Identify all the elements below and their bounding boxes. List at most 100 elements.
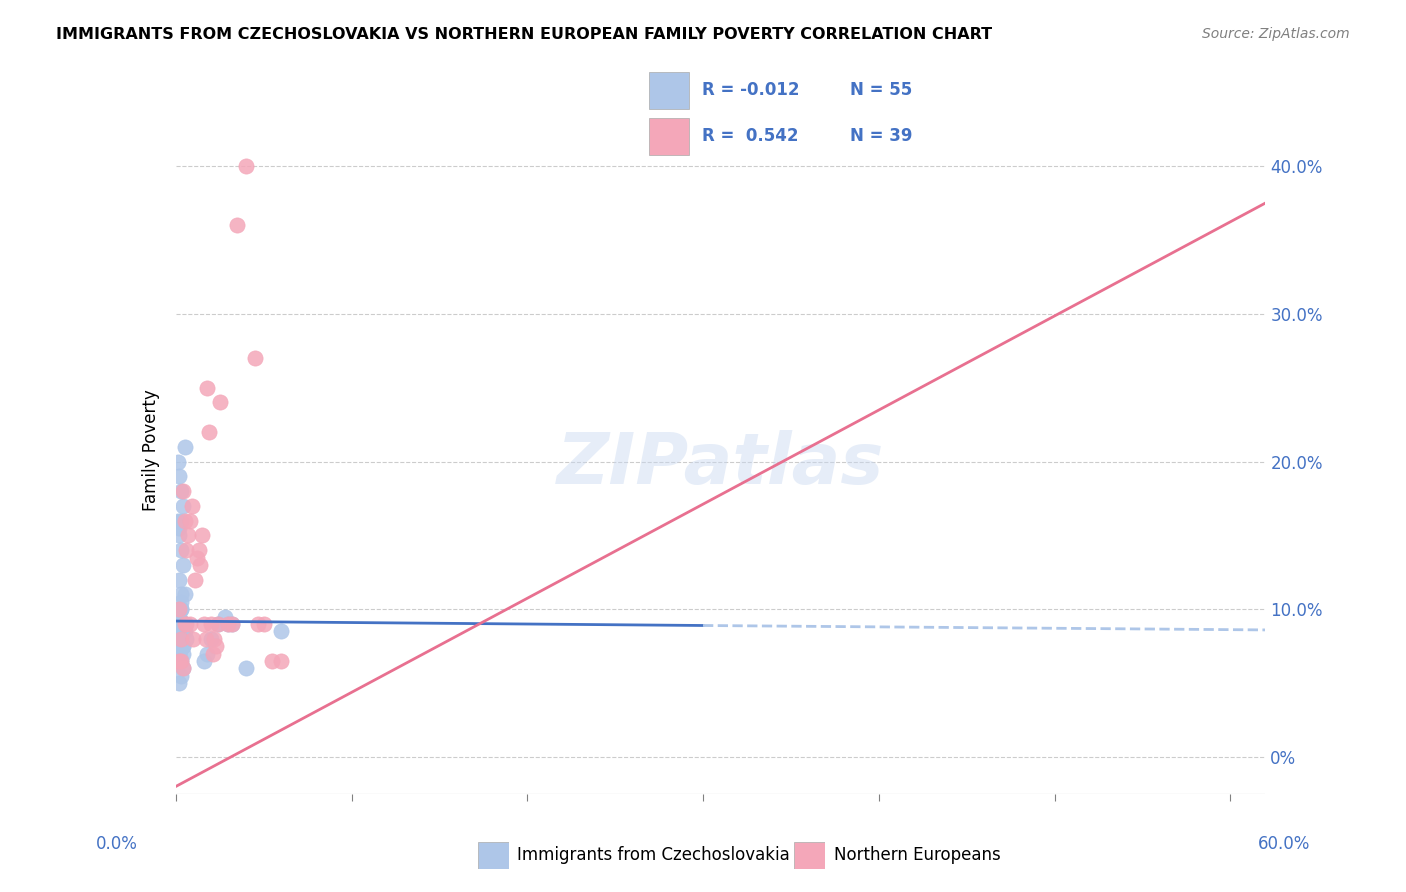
Point: [226, 218, 249, 232]
Text: R = -0.012: R = -0.012: [702, 81, 799, 99]
Point: [183, 632, 205, 646]
Point: [177, 528, 200, 542]
Point: [174, 632, 197, 646]
Point: [170, 514, 193, 528]
Point: [170, 624, 193, 639]
Point: [170, 632, 193, 646]
Point: [173, 514, 195, 528]
Point: [235, 159, 257, 173]
Text: IMMIGRANTS FROM CZECHOSLOVAKIA VS NORTHERN EUROPEAN FAMILY POVERTY CORRELATION C: IMMIGRANTS FROM CZECHOSLOVAKIA VS NORTHE…: [56, 27, 993, 42]
Point: [200, 632, 222, 646]
Point: [170, 654, 193, 668]
Point: [188, 558, 212, 572]
Point: [235, 661, 257, 675]
Point: [243, 351, 266, 366]
Point: [173, 440, 195, 454]
Point: [247, 617, 270, 632]
Point: [172, 484, 194, 499]
Point: [179, 617, 201, 632]
Point: [221, 617, 243, 632]
Point: [169, 617, 191, 632]
Point: [180, 499, 202, 513]
Point: [169, 609, 191, 624]
Point: [169, 609, 191, 624]
Point: [166, 654, 188, 668]
Point: [214, 609, 236, 624]
Text: 60.0%: 60.0%: [1258, 835, 1310, 853]
Point: [169, 521, 191, 535]
Point: [200, 617, 222, 632]
Point: [172, 639, 194, 653]
Point: [169, 469, 191, 483]
Point: [173, 617, 195, 632]
Point: [170, 602, 193, 616]
Point: [193, 617, 215, 632]
Point: [169, 528, 191, 542]
Point: [217, 617, 239, 632]
Point: [172, 661, 194, 675]
Point: [198, 425, 221, 439]
Point: [166, 454, 188, 468]
Point: [174, 543, 197, 558]
Point: [184, 573, 207, 587]
Point: [173, 587, 195, 601]
Text: ZIPatlas: ZIPatlas: [557, 430, 884, 499]
Point: [205, 639, 228, 653]
Point: [169, 602, 191, 616]
Text: N = 39: N = 39: [851, 128, 912, 145]
Point: [166, 632, 188, 646]
Point: [169, 676, 191, 690]
Point: [217, 617, 239, 632]
Bar: [650, 118, 689, 155]
Point: [253, 617, 276, 632]
Point: [207, 617, 229, 632]
Text: Immigrants from Czechoslovakia: Immigrants from Czechoslovakia: [517, 847, 790, 864]
Point: [170, 587, 193, 601]
Point: [172, 647, 194, 661]
Point: [166, 514, 188, 528]
Text: Source: ZipAtlas.com: Source: ZipAtlas.com: [1202, 27, 1350, 41]
Point: [270, 654, 292, 668]
Point: [170, 624, 193, 639]
Point: [170, 624, 193, 639]
Point: [169, 647, 191, 661]
Point: [174, 617, 197, 632]
Point: [166, 639, 188, 653]
Point: [201, 647, 224, 661]
Point: [172, 499, 194, 513]
Point: [193, 654, 215, 668]
Point: [172, 617, 194, 632]
Point: [186, 550, 208, 565]
Point: [170, 484, 193, 499]
Point: [173, 617, 195, 632]
Point: [187, 543, 209, 558]
Point: [166, 632, 188, 646]
Point: [195, 647, 219, 661]
Point: [169, 647, 191, 661]
Point: [170, 602, 193, 616]
Text: 0.0%: 0.0%: [96, 835, 138, 853]
Point: [208, 395, 231, 409]
Point: [194, 632, 217, 646]
Point: [179, 514, 201, 528]
Point: [169, 632, 191, 646]
Point: [262, 654, 284, 668]
Point: [170, 543, 193, 558]
Point: [204, 632, 226, 646]
Point: [172, 639, 194, 653]
Point: [166, 654, 188, 668]
Point: [191, 528, 214, 542]
Point: [169, 654, 191, 668]
Point: [166, 602, 188, 616]
Point: [172, 558, 194, 572]
Bar: [650, 71, 689, 109]
Point: [207, 617, 229, 632]
Point: [173, 624, 195, 639]
Point: [195, 381, 219, 395]
Point: [270, 624, 292, 639]
Point: [169, 624, 191, 639]
Text: R =  0.542: R = 0.542: [702, 128, 799, 145]
Point: [169, 573, 191, 587]
Text: Northern Europeans: Northern Europeans: [834, 847, 1001, 864]
Point: [166, 617, 188, 632]
